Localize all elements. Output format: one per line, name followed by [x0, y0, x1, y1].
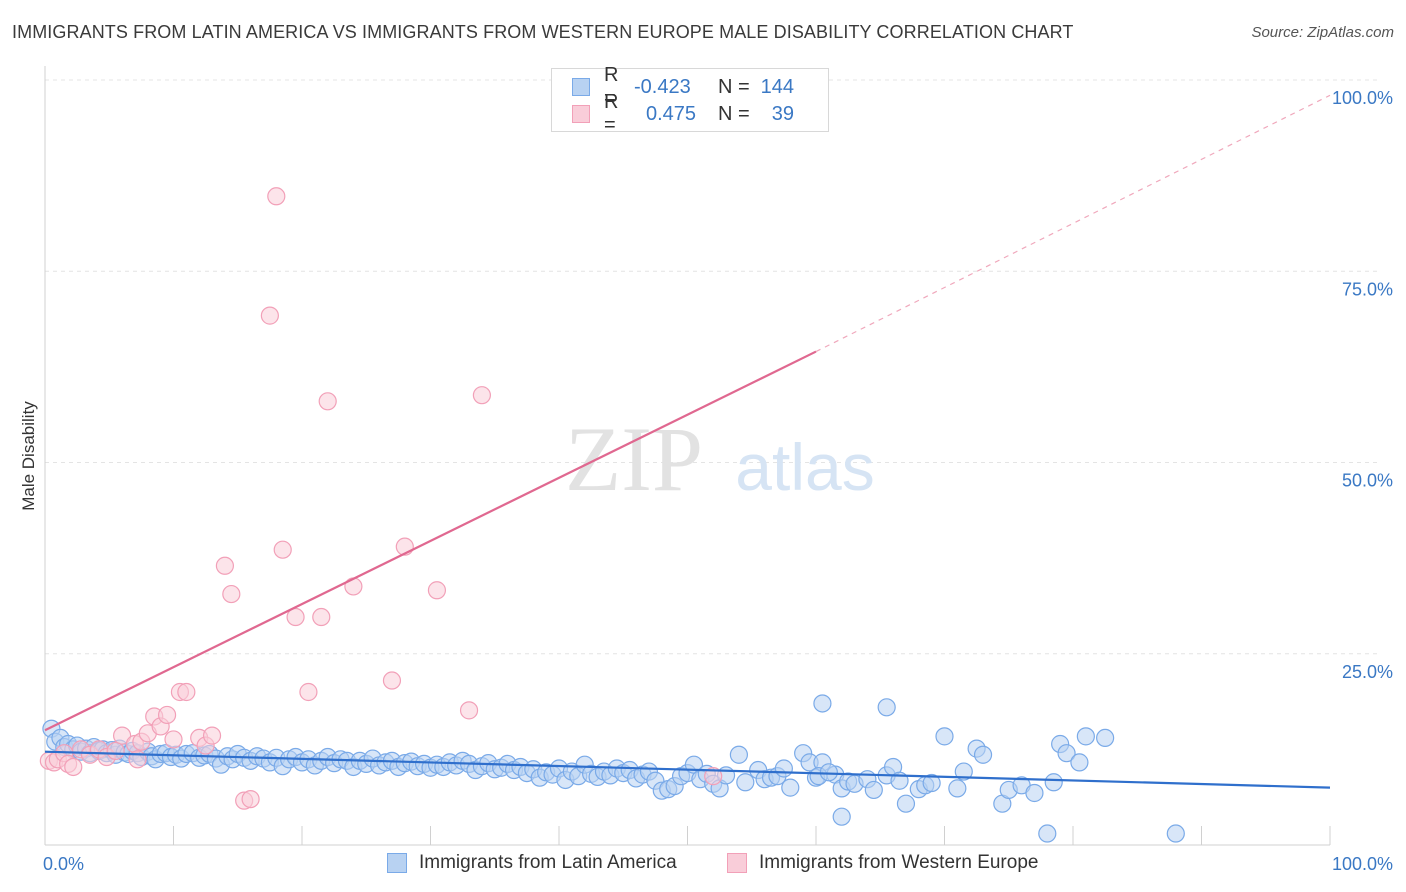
watermark: ZIP atlas [565, 408, 875, 510]
trend-line-latin-america [44, 750, 1331, 789]
legend-r-label: R = [604, 64, 619, 109]
point-western-europe [318, 392, 337, 411]
legend-row-latin-america: R = -0.423 N = 144 [572, 64, 794, 109]
y-tick-label: 25.0% [1342, 662, 1393, 682]
point-western-europe [202, 726, 222, 745]
point-western-europe [241, 789, 260, 809]
point-western-europe [215, 556, 234, 575]
legend-r-value: 0.475 [646, 102, 697, 125]
legend-n-label: N = [718, 75, 750, 98]
legend-swatch-pink [572, 105, 590, 123]
point-western-europe [299, 682, 318, 702]
legend-n-value: 39 [771, 102, 794, 125]
x-tick-label: 0.0% [43, 854, 84, 874]
trend-line-western-europe-extension [815, 94, 1331, 353]
legend-item-latin-america: Immigrants from Latin America [387, 852, 677, 874]
legend-n-value: 144 [760, 75, 794, 98]
point-latin-america [1076, 727, 1095, 746]
point-latin-america [1044, 773, 1063, 792]
point-latin-america [1057, 744, 1076, 763]
point-latin-america [781, 778, 800, 797]
point-latin-america [774, 759, 793, 778]
point-western-europe [312, 607, 331, 627]
legend-swatch-blue [572, 78, 590, 96]
point-latin-america [729, 745, 749, 764]
point-latin-america [832, 807, 851, 826]
point-latin-america [948, 779, 967, 798]
trend-line-western-europe [44, 350, 817, 732]
point-western-europe [164, 730, 183, 749]
point-western-europe [427, 581, 447, 600]
legend-label-latin-america: Immigrants from Latin America [419, 852, 677, 873]
legend-r-label: R = [604, 91, 619, 136]
legend-swatch-blue [387, 853, 407, 873]
point-western-europe [267, 187, 286, 206]
point-latin-america [954, 762, 973, 781]
axes [44, 66, 1331, 846]
y-tick-label: 100.0% [1332, 88, 1393, 108]
point-latin-america [813, 694, 832, 713]
watermark-zip: ZIP [565, 408, 703, 510]
y-tick-label: 75.0% [1342, 279, 1393, 299]
point-western-europe [704, 767, 723, 786]
x-tick-label: 100.0% [1332, 854, 1393, 874]
point-latin-america [1096, 728, 1115, 748]
watermark-atlas: atlas [735, 430, 874, 504]
point-latin-america [864, 780, 883, 800]
trend-lines [44, 94, 1331, 789]
point-western-europe [472, 386, 491, 405]
point-latin-america [1070, 753, 1089, 772]
point-western-europe [459, 701, 479, 720]
point-latin-america [1038, 824, 1057, 843]
point-western-europe [286, 607, 305, 627]
point-western-europe [382, 671, 402, 690]
point-western-europe [157, 705, 177, 725]
point-western-europe [112, 726, 132, 745]
legend-r-value: -0.423 [634, 75, 691, 98]
point-latin-america [973, 745, 993, 764]
point-western-europe [106, 741, 125, 761]
point-latin-america [877, 698, 896, 717]
point-western-europe [273, 540, 292, 559]
stats-legend: R = -0.423 N = 144 R = 0.475 N = 39 [551, 64, 829, 136]
legend-item-western-europe: Immigrants from Western Europe [727, 852, 1038, 874]
point-latin-america [1166, 824, 1185, 843]
point-western-europe [64, 757, 83, 777]
point-latin-america [819, 763, 838, 782]
legend-row-western-europe: R = 0.475 N = 39 [572, 91, 794, 136]
series-legend: Immigrants from Latin America Immigrants… [0, 852, 1406, 878]
point-latin-america [736, 773, 755, 792]
point-western-europe [260, 306, 279, 325]
legend-label-western-europe: Immigrants from Western Europe [759, 852, 1039, 873]
legend-n-label: N = [718, 102, 750, 125]
gridlines [45, 79, 1380, 655]
legend-swatch-pink [727, 853, 747, 873]
point-latin-america [935, 727, 954, 746]
y-axis-label: Male Disability [19, 401, 38, 511]
point-western-europe [177, 682, 196, 702]
point-latin-america [922, 773, 941, 793]
point-latin-america [896, 794, 916, 813]
chart-source: Source: ZipAtlas.com [1251, 24, 1394, 41]
point-western-europe [222, 584, 241, 604]
point-latin-america [1025, 783, 1044, 803]
tick-labels: 25.0% 50.0% 75.0% 100.0% 0.0% 100.0% [43, 88, 1393, 874]
y-tick-label: 50.0% [1342, 471, 1393, 491]
chart-title: IMMIGRANTS FROM LATIN AMERICA VS IMMIGRA… [12, 22, 1074, 42]
